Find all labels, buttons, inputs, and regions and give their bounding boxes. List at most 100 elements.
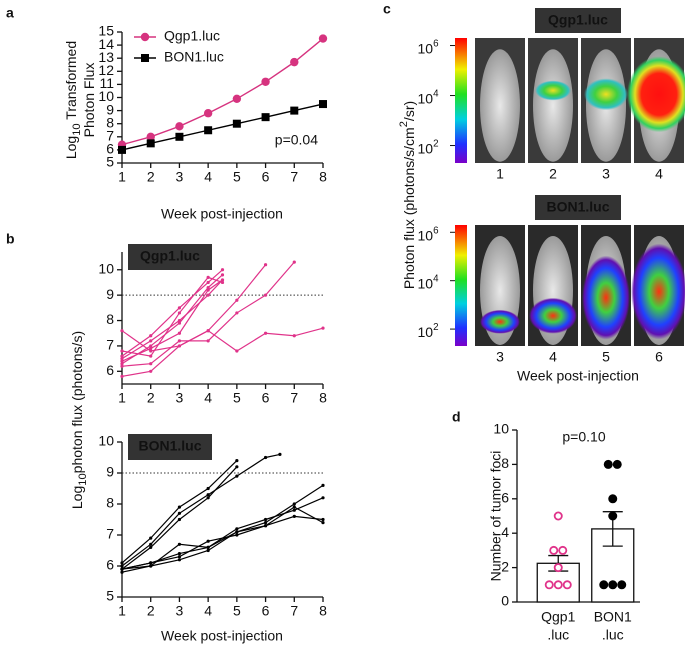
signal <box>582 255 630 340</box>
marker <box>220 280 225 285</box>
marker <box>263 455 268 460</box>
y-tick-label: 9 <box>106 101 114 117</box>
text-part: photon flux (photons/s) <box>69 331 85 473</box>
x-tick-label: 4 <box>204 603 212 619</box>
text-part: 2 <box>398 121 410 127</box>
y-tick-label: 7 <box>106 337 114 353</box>
x-tick-label: 4 <box>204 390 212 406</box>
y-tick-label: 12 <box>98 62 114 78</box>
y-tick-label: 10 <box>98 433 114 449</box>
series-line <box>121 515 324 570</box>
x-tick-label: 4 <box>204 169 212 185</box>
panel-letter: b <box>6 231 15 247</box>
y-tick-label: 0 <box>501 593 509 609</box>
series-line <box>121 327 324 352</box>
x-tick-label: 5 <box>233 390 241 406</box>
legend-label: Qgp1.luc <box>164 28 220 44</box>
marker <box>321 496 325 500</box>
marker <box>206 545 210 550</box>
y-tick-label: 6 <box>501 490 509 506</box>
tag: Qgp1.luc <box>140 248 200 264</box>
marker <box>177 558 182 562</box>
x-tick-label: 2 <box>147 169 155 185</box>
signal <box>535 80 571 101</box>
text-part: Log <box>69 486 85 509</box>
text-part: 6 <box>433 38 439 49</box>
signal <box>584 78 628 111</box>
tag: BON1.luc <box>138 438 201 454</box>
week-label: 3 <box>602 166 610 182</box>
panel-letter: c <box>383 1 391 17</box>
marker <box>177 542 182 546</box>
legend-marker <box>140 32 150 42</box>
x-tick-label: 6 <box>262 603 270 619</box>
marker <box>120 374 124 378</box>
series-line <box>121 264 267 377</box>
signal <box>480 309 520 334</box>
text-part: 10 <box>71 123 83 135</box>
marker <box>120 329 124 333</box>
marker <box>120 359 124 363</box>
point <box>549 545 559 555</box>
text-part: 10 <box>417 324 433 340</box>
marker <box>261 77 270 86</box>
point <box>612 459 622 469</box>
marker <box>149 369 153 373</box>
y-tick-label: 5 <box>106 588 114 604</box>
x-tick-label: 8 <box>319 390 327 406</box>
week-label: 3 <box>496 349 504 365</box>
marker <box>235 530 239 534</box>
marker <box>290 57 299 67</box>
x-tick-label: Qgp1 <box>541 609 575 625</box>
point <box>553 563 563 573</box>
marker <box>235 474 239 478</box>
marker <box>232 94 242 104</box>
marker <box>206 288 210 292</box>
marker <box>235 533 239 537</box>
y-tick-label: 11 <box>99 75 114 91</box>
marker <box>263 263 268 267</box>
point <box>608 511 618 521</box>
marker <box>206 496 210 500</box>
text-part: 10 <box>417 90 433 106</box>
marker <box>206 493 210 497</box>
y-axis-label: Log10 Transformed <box>63 41 83 159</box>
panel-letter: d <box>452 409 461 425</box>
marker <box>149 545 153 550</box>
marker <box>149 354 153 358</box>
marker <box>220 273 225 277</box>
text-part: 2 <box>433 138 438 149</box>
marker <box>177 505 182 509</box>
marker <box>292 502 296 506</box>
point <box>617 580 627 590</box>
marker <box>290 106 299 115</box>
text-part: 6 <box>433 225 439 236</box>
marker <box>292 514 296 519</box>
row-title: BON1.luc <box>546 199 609 215</box>
marker <box>120 564 124 568</box>
y-axis-label: Number of tumor foci <box>488 451 504 582</box>
week-label: 4 <box>655 166 663 182</box>
text-part: 10 <box>417 140 433 156</box>
marker <box>321 521 325 525</box>
marker <box>206 293 210 297</box>
point <box>599 580 609 590</box>
marker <box>206 339 210 343</box>
colorbar <box>455 38 467 163</box>
text-part: /sr) <box>401 101 417 121</box>
colorbar <box>455 225 467 346</box>
annotation: p=0.10 <box>562 429 605 445</box>
x-tick-label: 5 <box>233 169 241 185</box>
y-tick-label: 8 <box>106 114 114 130</box>
marker <box>120 357 124 361</box>
x-tick-label: 8 <box>319 603 327 619</box>
text-part: Photon Flux <box>81 63 97 138</box>
marker <box>235 311 239 315</box>
point <box>608 494 618 504</box>
marker <box>220 268 225 272</box>
y-tick-label: 10 <box>98 88 114 104</box>
x-tick-label: .luc <box>602 627 624 643</box>
x-tick-label: 7 <box>290 390 298 406</box>
marker <box>177 511 182 515</box>
x-tick-label: 3 <box>176 169 184 185</box>
